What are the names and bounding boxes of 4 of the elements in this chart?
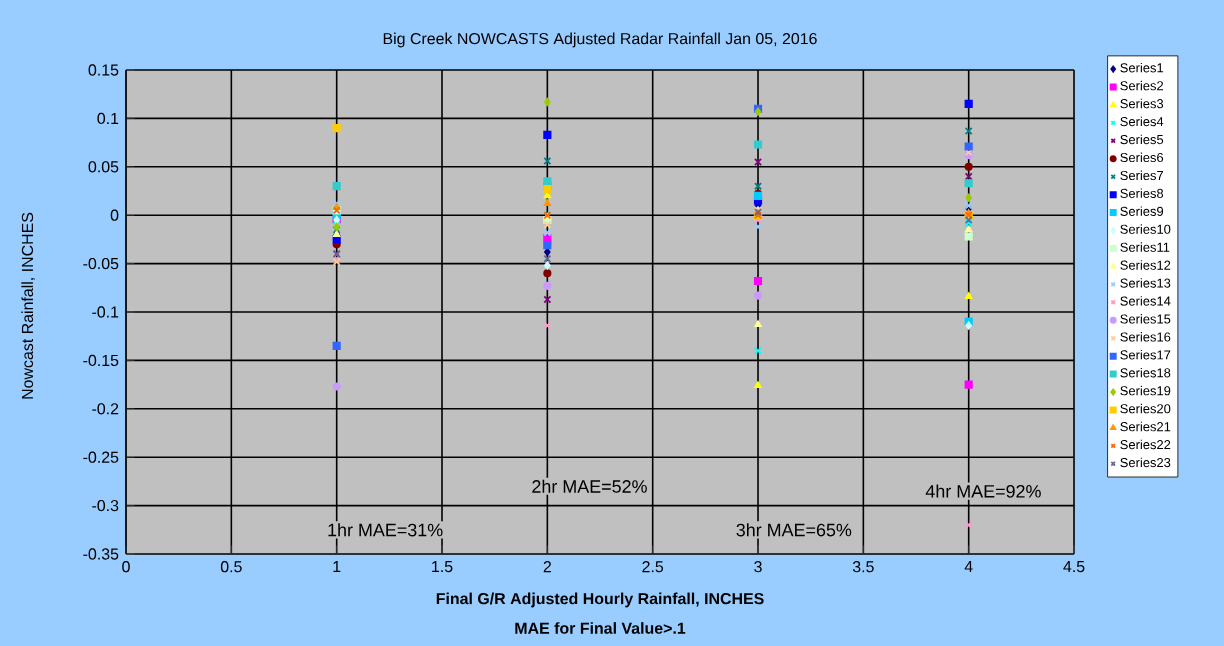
annotation: 1hr MAE=31%	[328, 523, 443, 537]
annotation: 4hr MAE=92%	[925, 484, 1041, 498]
annotation: 2hr MAE=52%	[532, 479, 647, 493]
annotation: 3hr MAE=65%	[736, 523, 852, 537]
